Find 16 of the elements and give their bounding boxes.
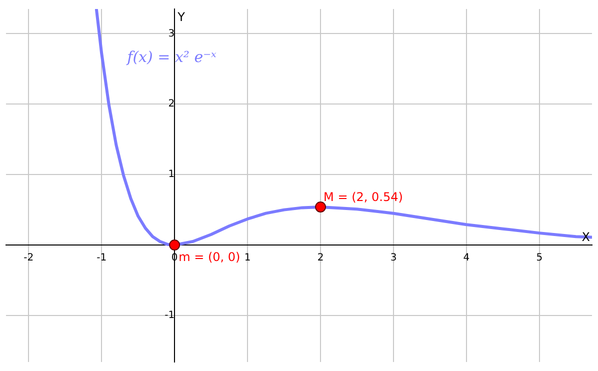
annotation: m = (0, 0) bbox=[178, 250, 240, 264]
y-tick-label: 1 bbox=[168, 169, 175, 180]
series-label: f(x) = x² e⁻ˣ bbox=[126, 48, 217, 66]
x-tick-label: -1 bbox=[96, 252, 107, 264]
y-tick-label: -1 bbox=[164, 310, 175, 322]
x-tick-label: 2 bbox=[317, 252, 324, 264]
x-tick-label: 4 bbox=[463, 252, 470, 264]
x-tick-label: 1 bbox=[244, 252, 251, 264]
y-tick-label: 3 bbox=[168, 28, 175, 40]
y-axis-title: Y bbox=[176, 10, 186, 24]
annotation: M = (2, 0.54) bbox=[324, 190, 403, 204]
y-tick-label: 2 bbox=[168, 98, 175, 110]
x-tick-label: 5 bbox=[536, 252, 543, 264]
x-tick-label: 3 bbox=[390, 252, 397, 264]
x-axis-title: X bbox=[582, 230, 590, 244]
x-tick-label: -2 bbox=[24, 252, 34, 264]
